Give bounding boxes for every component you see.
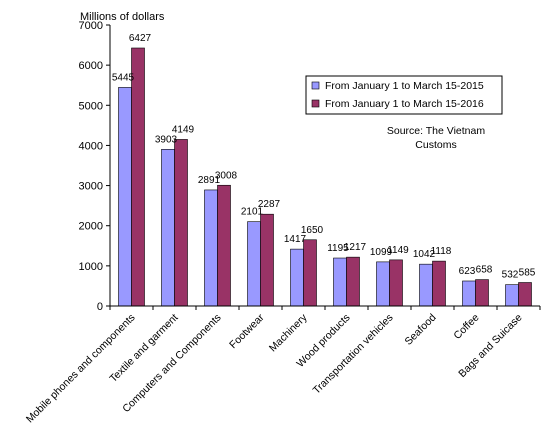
- data-label-2015: 1195: [327, 243, 349, 254]
- data-label-2016: 1118: [431, 246, 452, 257]
- bar-2016: [346, 256, 360, 307]
- data-label-2016: 4149: [172, 124, 195, 135]
- bar-2016: [432, 260, 446, 307]
- bar-2015: [247, 221, 261, 307]
- bar-2015: [118, 87, 132, 307]
- data-label-2016: 2287: [258, 199, 281, 210]
- data-label-2015: 1099: [370, 247, 393, 258]
- bar-2016: [260, 213, 274, 307]
- legend-box: [305, 75, 503, 115]
- data-label-2016: 1217: [344, 242, 367, 253]
- bar-2016: [389, 259, 403, 307]
- bar-2015: [462, 280, 476, 307]
- bar-2015: [333, 257, 347, 307]
- data-label-2015: 1042: [413, 249, 436, 260]
- data-label-2015: 623: [459, 266, 476, 277]
- data-label-2015: 1417: [284, 234, 307, 245]
- data-label-2015: 2101: [241, 207, 264, 218]
- bar-2016: [174, 139, 188, 307]
- category-label: Footwear: [227, 311, 267, 351]
- y-tick-label: 6000: [79, 60, 103, 72]
- bar-2015: [161, 149, 175, 307]
- bar-2015: [419, 263, 433, 307]
- bar-2015: [505, 284, 519, 307]
- source-annotation-line1: Source: The Vietnam: [387, 125, 486, 137]
- bar-2016: [131, 47, 145, 307]
- category-label: Coffee: [451, 312, 481, 342]
- bar-2016: [518, 282, 532, 307]
- data-label-2015: 3903: [155, 134, 178, 145]
- y-axis-label: Millions of dollars: [80, 11, 165, 23]
- y-tick-label: 4000: [79, 140, 103, 152]
- category-label: Transportation vehicles: [311, 312, 396, 397]
- y-tick-label: 3000: [79, 181, 103, 193]
- data-label-2015: 532: [502, 270, 519, 281]
- y-tick-label: 1000: [79, 261, 103, 273]
- data-label-2016: 658: [476, 265, 493, 276]
- legend-swatch-2016: [311, 99, 320, 108]
- data-label-2015: 5445: [112, 72, 135, 83]
- data-label-2016: 1149: [387, 245, 409, 256]
- bar-2015: [376, 261, 390, 307]
- bar-2016: [303, 239, 317, 307]
- bar-2015: [290, 248, 304, 307]
- bar-2016: [217, 184, 231, 307]
- data-label-2016: 3008: [215, 170, 238, 181]
- legend-swatch-2015: [311, 81, 320, 90]
- data-label-2016: 1650: [301, 225, 324, 236]
- data-label-2016: 585: [519, 268, 536, 279]
- y-tick-label: 2000: [79, 221, 103, 233]
- bar-2015: [204, 189, 218, 307]
- bar-2016: [475, 279, 489, 307]
- y-tick-label: 5000: [79, 100, 103, 112]
- data-label-2015: 2891: [198, 175, 221, 186]
- y-tick-label: 0: [97, 301, 103, 313]
- legend-label-2016: From January 1 to March 15-2016: [325, 98, 484, 110]
- category-label: Machinery: [267, 311, 310, 354]
- y-tick-label: 7000: [79, 20, 103, 32]
- legend-label-2015: From January 1 to March 15-2015: [325, 80, 484, 92]
- source-annotation-line2: Customs: [415, 139, 456, 151]
- data-label-2016: 6427: [129, 33, 152, 44]
- category-label: Seafood: [402, 312, 438, 348]
- legend: From January 1 to March 15-2015 From Jan…: [305, 75, 503, 115]
